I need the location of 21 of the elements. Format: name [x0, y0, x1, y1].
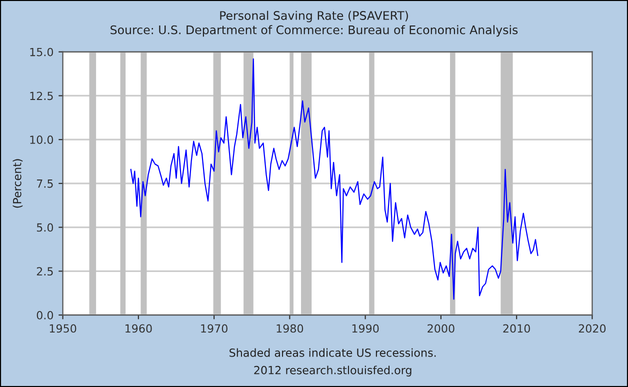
- y-axis-title: (Percent): [12, 159, 23, 208]
- chart-title: Personal Saving Rate (PSAVERT): [220, 10, 408, 22]
- chart-subtitle: Source: U.S. Department of Commerce: Bureau of Economic Analysis: [110, 25, 518, 37]
- x-tick-label: 1990: [352, 324, 379, 333]
- y-tick-label: 2.5: [36, 267, 53, 276]
- x-tick-label: 2010: [503, 324, 530, 333]
- x-tick-label: 2020: [578, 324, 606, 333]
- text: Shaded areas indicate US recessions.: [230, 348, 436, 357]
- y-tick-label: 12.5: [30, 92, 53, 100]
- y-tick-label: 0.0: [36, 310, 54, 320]
- x-tick-label: 1960: [126, 324, 152, 333]
- y-tick-label: 7.5: [37, 180, 53, 188]
- y-tick-label: 5.0: [36, 223, 54, 232]
- x-tick-label: 1950: [50, 324, 76, 333]
- x-tick-label: 1980: [276, 324, 304, 333]
- y-tick-label: 10.0: [30, 136, 54, 144]
- x-tick-label: 2000: [428, 324, 454, 333]
- x-tick-label: 1970: [201, 324, 228, 333]
- y-tick-label: 15.0: [30, 48, 54, 56]
- text: 2012 research.stlouisfed.org: [254, 366, 412, 376]
- line-series: [130, 58, 538, 300]
